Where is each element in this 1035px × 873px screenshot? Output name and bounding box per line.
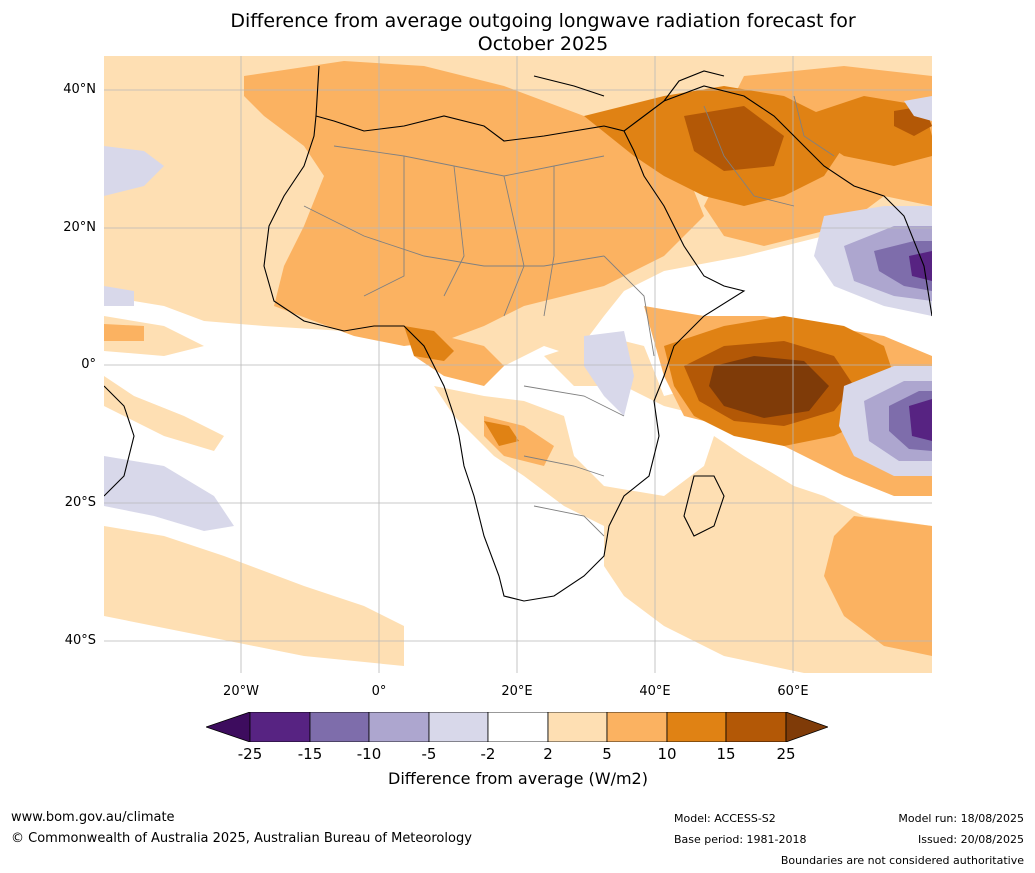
colorbar (206, 712, 828, 742)
colorbar-swatch (249, 712, 311, 742)
colorbar-swatch (606, 712, 668, 742)
colorbar-swatch (428, 712, 489, 742)
anomaly-neg15-neg25-fill (909, 251, 932, 441)
colorbar-label-neg25: -25 (237, 745, 263, 763)
lat-label-40n: 40°N (63, 82, 96, 97)
colorbar-swatch (725, 712, 787, 742)
colorbar-label-neg5: -5 (421, 745, 437, 763)
colorbar-swatch (487, 712, 549, 742)
base-period: Base period: 1981-2018 (674, 833, 807, 846)
colorbar-label-25: 25 (776, 745, 796, 763)
map-title: Difference from average outgoing longwav… (0, 10, 1035, 56)
colorbar-swatch (368, 712, 430, 742)
lat-label-20s: 20°S (64, 495, 96, 510)
colorbar-title: Difference from average (W/m2) (388, 769, 648, 788)
lon-label-20w: 20°W (223, 684, 259, 699)
lon-label-20e: 20°E (501, 684, 533, 699)
lat-label-0: 0° (81, 357, 96, 372)
website-link[interactable]: www.bom.gov.au/climate (11, 810, 175, 825)
colorbar-label-neg10: -10 (356, 745, 382, 763)
country-borders (303, 95, 835, 537)
model-name: Model: ACCESS-S2 (674, 812, 776, 825)
issued-date: Issued: 20/08/2025 (917, 833, 1024, 846)
lat-label-20n: 20°N (63, 220, 96, 235)
colorbar-swatch (309, 712, 370, 742)
colorbar-label-neg15: -15 (297, 745, 323, 763)
colorbar-swatch (547, 712, 608, 742)
anomaly-over-25-fill (709, 356, 829, 418)
colorbar-min-arrow (206, 712, 251, 742)
lon-label-0: 0° (371, 684, 387, 699)
lat-label-40s: 40°S (64, 633, 96, 648)
gridlines (104, 56, 932, 673)
title-line-1: Difference from average outgoing longwav… (230, 10, 856, 32)
colorbar-label-neg2: -2 (480, 745, 496, 763)
olr-anomaly-map (104, 56, 932, 673)
lon-label-60e: 60°E (777, 684, 809, 699)
model-run-date: Model run: 18/08/2025 (898, 812, 1024, 825)
coastlines (104, 65, 932, 602)
colorbar-max-arrow (785, 712, 828, 742)
copyright-text: © Commonwealth of Australia 2025, Austra… (11, 831, 472, 846)
colorbar-label-2: 2 (543, 745, 553, 763)
colorbar-label-10: 10 (657, 745, 677, 763)
lon-label-40e: 40°E (639, 684, 671, 699)
title-line-2: October 2025 (477, 33, 609, 55)
colorbar-label-15: 15 (716, 745, 736, 763)
boundaries-disclaimer: Boundaries are not considered authoritat… (780, 854, 1024, 867)
colorbar-swatch (666, 712, 727, 742)
colorbar-label-5: 5 (602, 745, 612, 763)
